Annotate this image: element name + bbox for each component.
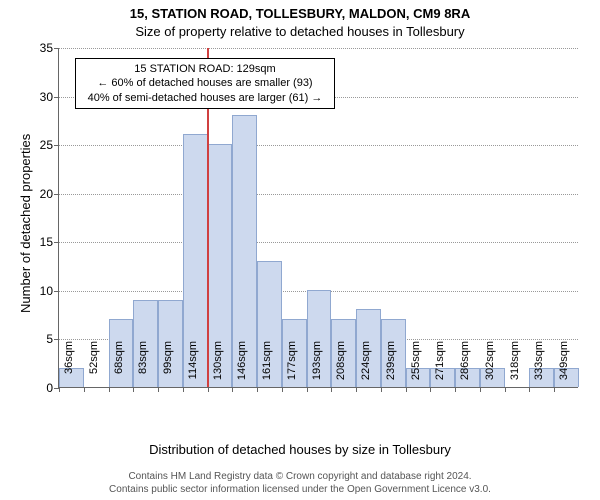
xtick-label: 255sqm (410, 341, 422, 391)
ytick-label: 15 (40, 235, 53, 249)
xtick-mark (381, 387, 382, 392)
xtick-mark (307, 387, 308, 392)
xtick-mark (183, 387, 184, 392)
histogram-chart: 15, STATION ROAD, TOLLESBURY, MALDON, CM… (0, 0, 600, 500)
ytick-mark (54, 97, 59, 98)
xtick-label: 333sqm (533, 341, 545, 391)
annotation-line1: 15 STATION ROAD: 129sqm (82, 62, 328, 76)
xtick-mark (208, 387, 209, 392)
ytick-mark (54, 242, 59, 243)
annotation-line3: 40% of semi-detached houses are larger (… (82, 91, 328, 105)
xtick-mark (133, 387, 134, 392)
ytick-label: 35 (40, 41, 53, 55)
gridline (59, 194, 578, 195)
ytick-mark (54, 291, 59, 292)
xtick-mark (84, 387, 85, 392)
footer-line2: Contains public sector information licen… (0, 483, 600, 496)
xtick-label: 286sqm (459, 341, 471, 391)
gridline (59, 145, 578, 146)
ytick-label: 30 (40, 90, 53, 104)
xtick-mark (356, 387, 357, 392)
ytick-label: 20 (40, 187, 53, 201)
gridline (59, 242, 578, 243)
xtick-label: 224sqm (360, 341, 372, 391)
xtick-label: 302sqm (484, 341, 496, 391)
xtick-mark (455, 387, 456, 392)
ytick-mark (54, 194, 59, 195)
xtick-mark (282, 387, 283, 392)
xtick-mark (430, 387, 431, 392)
ytick-mark (54, 145, 59, 146)
ytick-mark (54, 339, 59, 340)
ytick-label: 0 (46, 381, 53, 395)
xtick-label: 68sqm (113, 341, 125, 391)
footer-line1: Contains HM Land Registry data © Crown c… (0, 470, 600, 483)
footer-credits: Contains HM Land Registry data © Crown c… (0, 470, 600, 496)
ytick-mark (54, 48, 59, 49)
xtick-label: 99sqm (162, 341, 174, 391)
ytick-label: 5 (46, 332, 53, 346)
xtick-label: 318sqm (509, 341, 521, 391)
chart-title-sub: Size of property relative to detached ho… (0, 24, 600, 39)
xtick-mark (331, 387, 332, 392)
annotation-line2: ← 60% of detached houses are smaller (93… (82, 76, 328, 90)
xtick-mark (232, 387, 233, 392)
xtick-label: 114sqm (187, 341, 199, 391)
xtick-mark (257, 387, 258, 392)
xtick-mark (505, 387, 506, 392)
xtick-label: 271sqm (434, 341, 446, 391)
xtick-mark (406, 387, 407, 392)
xtick-label: 193sqm (311, 341, 323, 391)
xtick-label: 161sqm (261, 341, 273, 391)
xtick-mark (554, 387, 555, 392)
xtick-mark (59, 387, 60, 392)
ytick-label: 10 (40, 284, 53, 298)
xtick-label: 349sqm (558, 341, 570, 391)
xtick-mark (158, 387, 159, 392)
gridline (59, 48, 578, 49)
chart-title-main: 15, STATION ROAD, TOLLESBURY, MALDON, CM… (0, 6, 600, 21)
xtick-label: 177sqm (286, 341, 298, 391)
xtick-mark (109, 387, 110, 392)
ytick-label: 25 (40, 138, 53, 152)
annotation-box: 15 STATION ROAD: 129sqm ← 60% of detache… (75, 58, 335, 109)
y-axis-label: Number of detached properties (18, 134, 33, 313)
xtick-label: 52sqm (88, 341, 100, 391)
xtick-label: 239sqm (385, 341, 397, 391)
xtick-mark (529, 387, 530, 392)
xtick-label: 130sqm (212, 341, 224, 391)
xtick-label: 83sqm (137, 341, 149, 391)
xtick-mark (480, 387, 481, 392)
xtick-label: 208sqm (335, 341, 347, 391)
xtick-label: 146sqm (236, 341, 248, 391)
xtick-label: 36sqm (63, 341, 75, 391)
x-axis-label: Distribution of detached houses by size … (0, 442, 600, 457)
